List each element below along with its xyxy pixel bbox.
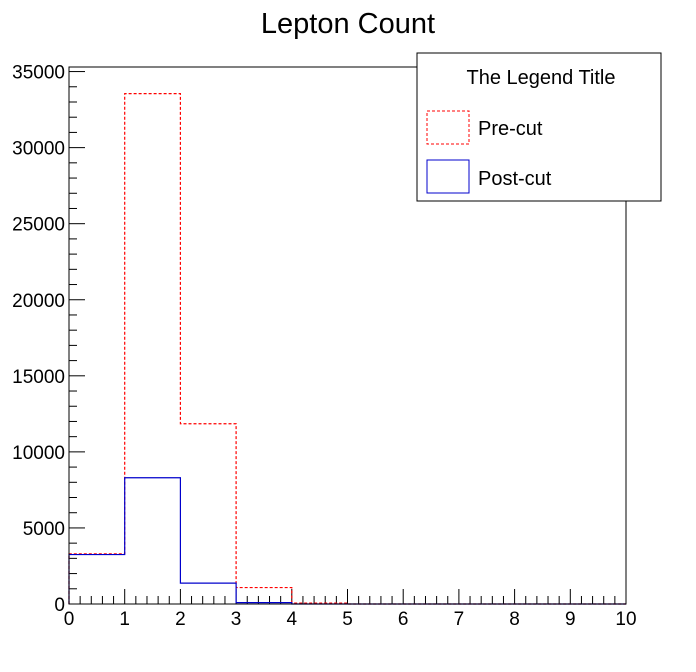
x-tick-label: 2 — [175, 609, 186, 630]
series-pre-cut-line — [68, 93, 626, 605]
x-tick-label: 6 — [398, 609, 409, 630]
legend-label-pre-cut: Pre-cut — [478, 118, 543, 140]
y-tick-label: 5000 — [23, 519, 65, 540]
legend: The Legend Title Pre-cut Post-cut — [416, 52, 662, 202]
x-tick-label: 8 — [509, 609, 520, 630]
x-tick-label: 10 — [615, 609, 636, 630]
axes: 0 1 2 3 4 5 6 7 8 9 10 0 5000 10000 15000 20000 25000 300… — [12, 63, 636, 630]
y-tick-label: 25000 — [12, 215, 65, 236]
x-tick-label: 3 — [231, 609, 242, 630]
y-tick-label: 10000 — [12, 443, 65, 464]
legend-box — [416, 52, 662, 202]
y-tick-label: 35000 — [12, 63, 65, 84]
series-post-cut-line — [68, 477, 626, 605]
x-tick-label: 5 — [342, 609, 353, 630]
y-tick-label: 30000 — [12, 139, 65, 160]
legend-swatch-pre-cut — [426, 110, 470, 145]
chart-title: Lepton Count — [261, 8, 435, 40]
x-tick-label: 9 — [565, 609, 576, 630]
y-tick-label: 15000 — [12, 367, 65, 388]
x-tick-label: 7 — [454, 609, 465, 630]
legend-swatch-post-cut — [426, 159, 470, 194]
x-tick-label: 4 — [287, 609, 298, 630]
legend-title: The Legend Title — [467, 67, 616, 89]
x-tick-label: 0 — [64, 609, 75, 630]
x-tick-label: 1 — [119, 609, 130, 630]
legend-label-post-cut: Post-cut — [478, 168, 552, 190]
y-tick-label: 20000 — [12, 291, 65, 312]
plot-frame — [68, 66, 627, 605]
y-tick-label: 0 — [54, 595, 65, 616]
